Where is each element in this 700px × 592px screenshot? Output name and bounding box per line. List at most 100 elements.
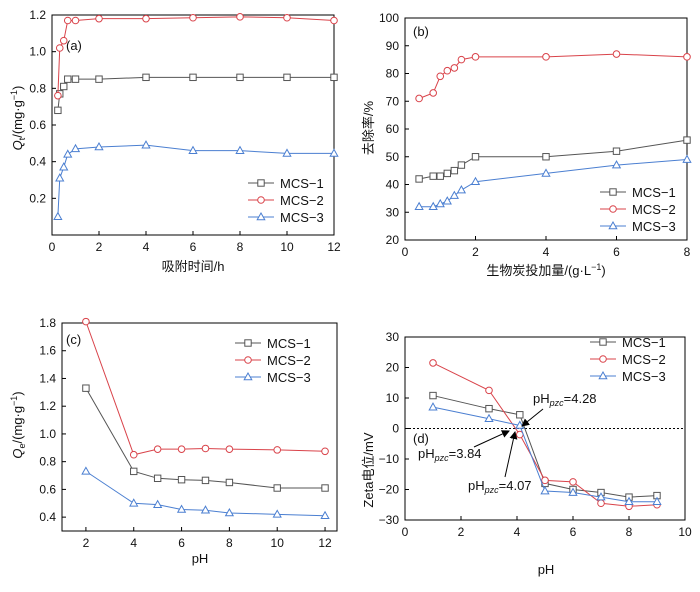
data-point bbox=[321, 484, 329, 492]
series-layer bbox=[414, 50, 692, 210]
y-tick-label: 0.6 bbox=[39, 482, 56, 496]
data-point bbox=[153, 445, 162, 453]
data-point bbox=[596, 492, 606, 501]
data-point bbox=[471, 153, 480, 161]
y-axis-label: Qe/(mg·g−1) bbox=[9, 391, 27, 458]
y-tick-label: 1.8 bbox=[39, 316, 56, 330]
data-point bbox=[415, 94, 423, 103]
y-tick-label: 1.2 bbox=[39, 399, 56, 413]
data-point bbox=[429, 172, 437, 180]
data-point bbox=[429, 391, 437, 400]
data-point bbox=[129, 498, 139, 507]
x-tick-label: 0 bbox=[402, 525, 409, 539]
data-point bbox=[450, 166, 459, 175]
y-tick-label: 0.2 bbox=[29, 191, 46, 205]
series-line bbox=[418, 53, 688, 99]
pzc-annotations: pHpzc=4.28 pHpzc=3.84 pHpzc=4.07 bbox=[418, 391, 597, 495]
data-point bbox=[282, 148, 292, 157]
x-tick-label: 4 bbox=[143, 240, 150, 254]
x-tick-label: 4 bbox=[514, 525, 521, 539]
data-point bbox=[273, 484, 281, 492]
series-2 bbox=[54, 13, 338, 100]
legend-marker bbox=[244, 339, 252, 347]
y-tick-label: 60 bbox=[386, 122, 400, 136]
data-point bbox=[435, 198, 445, 208]
legend-entry: MCS−2 bbox=[235, 353, 311, 368]
data-point bbox=[682, 154, 692, 163]
series-3 bbox=[53, 140, 339, 220]
data-point bbox=[330, 16, 338, 25]
data-point bbox=[470, 176, 481, 186]
data-point bbox=[71, 16, 80, 25]
data-point bbox=[428, 402, 438, 411]
data-point bbox=[612, 147, 621, 155]
x-axis-label: pH bbox=[538, 562, 555, 577]
data-point bbox=[95, 14, 103, 23]
x-tick-label: 2 bbox=[472, 245, 479, 259]
legend-label: MCS−2 bbox=[632, 202, 676, 217]
data-point bbox=[94, 141, 104, 151]
pzc-arrow-3 bbox=[504, 431, 518, 478]
pzc-arrow-2 bbox=[473, 430, 510, 448]
panel-label: (c) bbox=[66, 332, 81, 347]
panel-label: (a) bbox=[66, 38, 82, 53]
data-point bbox=[415, 175, 423, 183]
data-point bbox=[569, 478, 577, 486]
y-tick-label: 80 bbox=[386, 67, 400, 81]
x-tick-label: 0 bbox=[402, 245, 409, 259]
y-tick-label: −10 bbox=[379, 452, 400, 466]
data-point bbox=[283, 13, 291, 22]
data-point bbox=[329, 148, 339, 157]
data-point bbox=[568, 487, 578, 496]
data-point bbox=[485, 404, 493, 413]
data-point bbox=[82, 384, 90, 392]
series-3 bbox=[428, 402, 662, 505]
data-point bbox=[176, 504, 187, 513]
data-point bbox=[236, 73, 244, 82]
legend-entry: MCS−3 bbox=[235, 370, 311, 385]
data-point bbox=[456, 185, 467, 194]
legend-label: MCS−3 bbox=[280, 210, 324, 225]
data-point bbox=[200, 505, 211, 514]
data-point bbox=[95, 75, 103, 83]
legend-label: MCS−1 bbox=[280, 176, 324, 191]
y-tick-label: 100 bbox=[379, 11, 399, 25]
data-point bbox=[443, 66, 452, 75]
legend-marker bbox=[609, 205, 617, 213]
x-tick-label: 10 bbox=[280, 240, 294, 254]
y-tick-label: 1.0 bbox=[39, 427, 56, 441]
x-tick-label: 8 bbox=[684, 245, 691, 259]
data-point bbox=[152, 499, 163, 508]
y-tick-label: 1.2 bbox=[29, 8, 46, 22]
data-point bbox=[683, 136, 691, 144]
legend: MCS−1 MCS−2 MCS−3 bbox=[248, 176, 324, 225]
x-tick-label: 6 bbox=[570, 525, 577, 539]
axis-ticks: 0 2 4 6 8 10 12 0.2 0.4 0.6 0.8 1.0 1.2 bbox=[29, 8, 341, 254]
data-point bbox=[82, 317, 90, 326]
data-point bbox=[457, 161, 466, 169]
legend-marker bbox=[599, 355, 607, 363]
data-point bbox=[597, 499, 605, 508]
data-point bbox=[272, 509, 282, 518]
pzc-annotation-2: pHpzc=3.84 bbox=[418, 446, 482, 463]
axis-ticks: 2 4 6 8 10 12 0.4 0.6 0.8 1.0 1.2 1.4 1.6 1.8 bbox=[39, 316, 332, 550]
series-2 bbox=[429, 359, 661, 511]
data-point bbox=[189, 73, 197, 82]
data-point bbox=[54, 91, 62, 100]
y-tick-label: −20 bbox=[379, 483, 400, 497]
y-tick-label: 1.6 bbox=[39, 344, 56, 358]
y-tick-label: 1.4 bbox=[39, 371, 56, 385]
legend-marker bbox=[244, 356, 252, 364]
y-tick-label: 0.6 bbox=[29, 118, 46, 132]
data-point bbox=[273, 446, 282, 454]
x-tick-label: 4 bbox=[543, 245, 550, 259]
data-point bbox=[59, 36, 68, 45]
data-point bbox=[429, 359, 437, 367]
x-tick-label: 12 bbox=[327, 240, 341, 254]
legend-label: MCS−3 bbox=[267, 370, 311, 385]
legend-entry: MCS−3 bbox=[248, 210, 324, 225]
data-point bbox=[81, 466, 91, 475]
data-point bbox=[130, 467, 138, 476]
series-layer bbox=[81, 317, 330, 520]
legend-label: MCS−2 bbox=[280, 193, 324, 208]
